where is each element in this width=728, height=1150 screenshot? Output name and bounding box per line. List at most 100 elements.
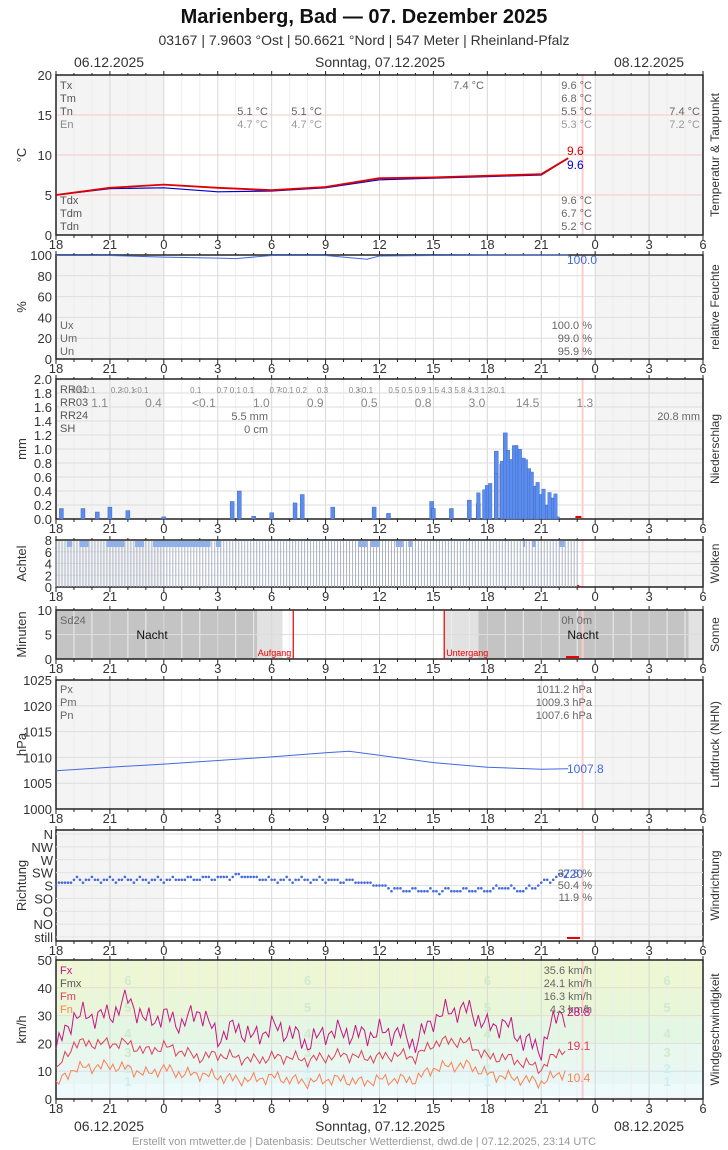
- wind-dir-point: [501, 887, 504, 890]
- wind-dir-point: [93, 878, 97, 882]
- wind-dir-point: [474, 889, 477, 893]
- svg-text:Tdx: Tdx: [60, 195, 79, 207]
- wind-dir-point: [548, 881, 552, 884]
- wind-dir-point: [536, 884, 540, 887]
- x-tick-label: 0: [160, 661, 167, 676]
- x-tick-label: 3: [214, 237, 221, 252]
- wind-dir-point: [518, 889, 522, 893]
- x-tick-label: 12: [372, 661, 386, 676]
- x-tick-label: 0: [592, 811, 599, 826]
- svg-text:Tdn: Tdn: [60, 221, 79, 233]
- x-tick-label: 18: [49, 1101, 63, 1116]
- precip-bar: [300, 494, 305, 520]
- svg-text:4: 4: [484, 1026, 492, 1041]
- wind-dir-point: [456, 889, 459, 893]
- cloud-gap: [106, 541, 125, 547]
- sunshine-title: Sonne: [708, 617, 722, 652]
- precip-bar: [431, 508, 436, 520]
- x-tick-label: 18: [49, 943, 63, 958]
- svg-text:5.3 °C: 5.3 °C: [561, 119, 592, 131]
- svg-text:9.6 °C: 9.6 °C: [561, 80, 592, 92]
- svg-text:5.2 °C: 5.2 °C: [561, 221, 592, 233]
- x-tick-label: 18: [480, 811, 494, 826]
- svg-text:20: 20: [38, 331, 52, 346]
- wind-dir-point: [306, 878, 309, 882]
- x-tick-label: 3: [214, 943, 221, 958]
- x-tick-label: 0: [160, 361, 167, 376]
- wind-dir-point: [390, 889, 393, 893]
- wind-dir-point: [351, 878, 354, 882]
- wind-dir-point: [408, 889, 411, 893]
- svg-text:0.8: 0.8: [34, 456, 52, 471]
- credits: Erstellt von mtwetter.de | Datenbasis: D…: [131, 1136, 597, 1148]
- wind-dir-point: [324, 881, 327, 884]
- wind-dir-point: [530, 887, 534, 890]
- wind-dir-point: [198, 878, 202, 882]
- svg-text:37.8 %: 37.8 %: [558, 868, 592, 880]
- wind-dir-point: [267, 875, 270, 879]
- wind-dir-point: [78, 878, 82, 882]
- svg-text:5.5 mm: 5.5 mm: [231, 411, 268, 423]
- svg-text:RR03: RR03: [60, 397, 88, 409]
- svg-text:0.4: 0.4: [34, 484, 52, 499]
- svg-text:0.1: 0.1: [243, 386, 255, 395]
- cloud-gap: [559, 541, 565, 547]
- wind-dir-point: [219, 875, 223, 879]
- x-tick-label: 21: [534, 811, 548, 826]
- x-tick-label: 21: [103, 1101, 117, 1116]
- x-tick-label: 0: [592, 361, 599, 376]
- wind-dir-point: [243, 875, 247, 879]
- svg-text:0.9: 0.9: [415, 386, 427, 395]
- precip-bar: [386, 513, 391, 520]
- wind-dir-point: [291, 881, 294, 884]
- svg-text:1.1: 1.1: [91, 396, 108, 410]
- wind-dir-point: [483, 889, 486, 893]
- svg-text:1.2: 1.2: [481, 386, 493, 395]
- wind-dir-point: [492, 887, 495, 890]
- wind-dir-point: [249, 875, 252, 879]
- svg-text:1025: 1025: [23, 673, 52, 688]
- svg-text:SH: SH: [60, 423, 75, 435]
- svg-text:1: 1: [124, 1074, 131, 1089]
- wind-dir-point: [450, 889, 453, 893]
- svg-text:5.1 °C: 5.1 °C: [291, 106, 322, 118]
- svg-text:<0.1: <0.1: [133, 386, 149, 395]
- wind-dir-point: [527, 884, 531, 887]
- svg-text:Ux: Ux: [60, 320, 74, 332]
- precip-bar: [467, 499, 472, 520]
- page-title: Marienberg, Bad — 07. Dezember 2025: [180, 6, 548, 28]
- cloud-gap: [532, 541, 536, 547]
- wind-dir-point: [63, 881, 67, 884]
- wind-dir-point: [282, 878, 285, 882]
- wind-dir-point: [252, 875, 255, 879]
- x-tick-label: 0: [160, 237, 167, 252]
- wind-dir-point: [255, 875, 258, 879]
- x-tick-label: 3: [645, 521, 652, 536]
- svg-text:19.1: 19.1: [567, 1039, 591, 1053]
- wind-dir-point: [342, 881, 345, 884]
- x-tick-label: 18: [480, 589, 494, 604]
- svg-text:0.0: 0.0: [34, 512, 52, 527]
- x-tick-label: 21: [103, 811, 117, 826]
- wind-dir-point: [545, 878, 549, 882]
- wind-dir-point: [486, 889, 489, 893]
- svg-text:80: 80: [38, 269, 52, 284]
- svg-text:100.0 %: 100.0 %: [552, 320, 593, 332]
- wind-dir-point: [465, 887, 468, 890]
- wind-dir-point: [120, 878, 124, 882]
- svg-text:0.1: 0.1: [190, 386, 202, 395]
- x-tick-label: 3: [645, 589, 652, 604]
- x-tick-label: 15: [426, 943, 440, 958]
- svg-text:W: W: [41, 853, 54, 868]
- x-tick-label: 6: [268, 361, 275, 376]
- precipitation-title: Niederschlag: [708, 414, 722, 484]
- svg-text:4.7 °C: 4.7 °C: [237, 119, 268, 131]
- svg-text:30: 30: [38, 1009, 52, 1024]
- clouds-ylabel: Achtel: [14, 545, 29, 581]
- svg-text:Fm: Fm: [60, 991, 76, 1003]
- wind-dir-point: [162, 881, 166, 884]
- precip-bar: [229, 501, 235, 520]
- wind-dir-point: [174, 878, 178, 882]
- svg-text:6: 6: [124, 973, 131, 988]
